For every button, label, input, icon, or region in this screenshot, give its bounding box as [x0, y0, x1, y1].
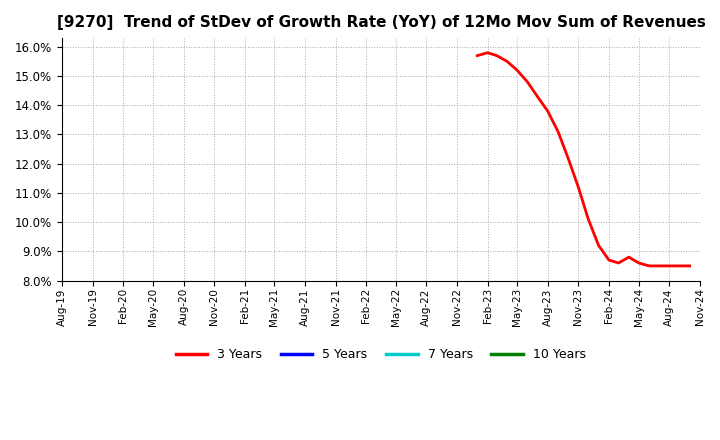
Title: [9270]  Trend of StDev of Growth Rate (YoY) of 12Mo Mov Sum of Revenues: [9270] Trend of StDev of Growth Rate (Yo… [57, 15, 706, 30]
Legend: 3 Years, 5 Years, 7 Years, 10 Years: 3 Years, 5 Years, 7 Years, 10 Years [171, 343, 590, 367]
